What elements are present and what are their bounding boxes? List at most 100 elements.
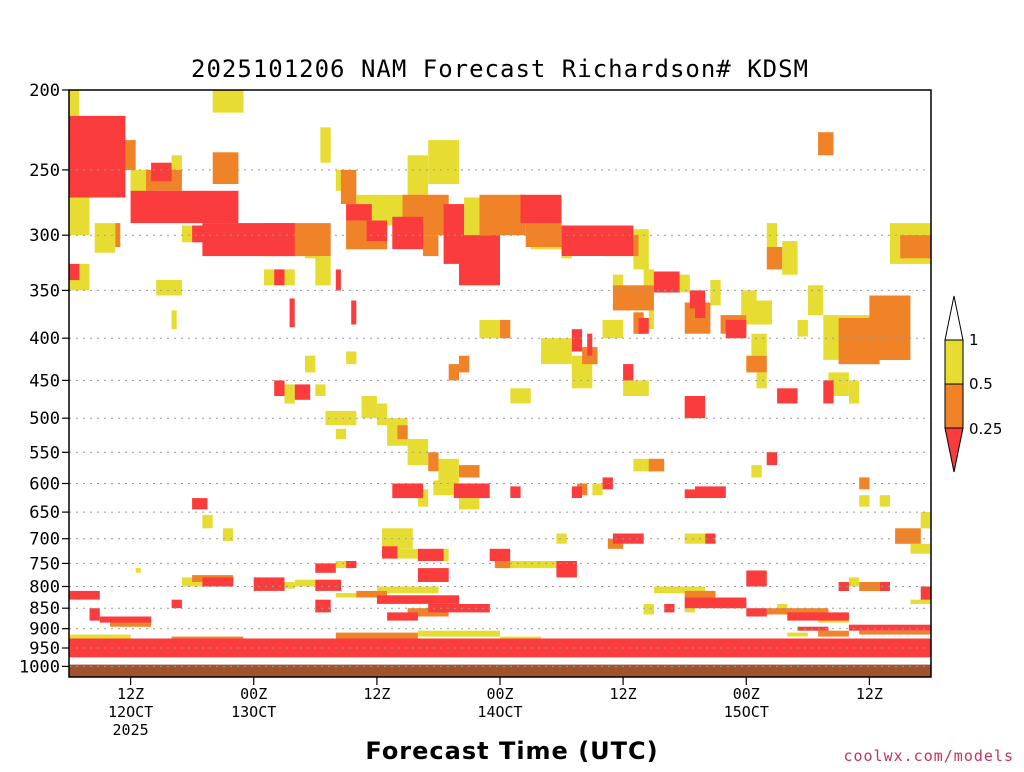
x-tick-label: 12Z <box>610 685 637 703</box>
x-tick-label: 00Z <box>733 685 760 703</box>
ri-region-mid <box>340 169 357 204</box>
ri-region-high <box>438 458 459 484</box>
ri-region-high <box>382 528 413 549</box>
ri-region-high <box>294 579 316 587</box>
ri-region-low <box>612 533 644 544</box>
ri-region-high <box>797 319 808 337</box>
ri-region-low <box>274 380 285 396</box>
credit-text: coolwx.com/models <box>843 747 1014 765</box>
x-tick-label: 12Z <box>363 685 390 703</box>
ri-region-low <box>725 319 747 339</box>
ri-region-mid <box>212 152 239 184</box>
x-tick-label: 00Z <box>240 685 267 703</box>
y-tick-label-650: 650 <box>29 503 60 523</box>
ri-region-mid <box>407 608 449 617</box>
y-tick-label-750: 750 <box>29 554 60 574</box>
y-tick-label-800: 800 <box>29 578 60 598</box>
ri-region-mid <box>648 458 665 472</box>
x-axis-title: Forecast Time (UTC) <box>365 737 658 765</box>
x-tick-label: 00Z <box>486 685 513 703</box>
ri-region-high <box>171 310 177 330</box>
ri-region-mid <box>335 632 418 639</box>
ri-region-high <box>879 495 890 507</box>
ri-region-high <box>135 568 141 573</box>
ri-region-mid <box>459 465 480 478</box>
ri-region-low <box>520 194 562 224</box>
ri-region-low <box>489 548 511 561</box>
ri-region-mid <box>423 235 439 257</box>
ri-region-low <box>392 483 424 499</box>
y-tick-label-350: 350 <box>29 281 60 301</box>
chart-title: 2025101206 NAM Forecast Richardson# KDSM <box>191 55 809 83</box>
ri-region-low <box>417 548 444 561</box>
ri-region-mid <box>818 630 849 637</box>
ri-region-mid <box>900 235 931 259</box>
ri-region-mid <box>110 620 151 627</box>
ri-region-low <box>253 577 285 591</box>
ri-region-low <box>489 235 500 257</box>
ri-region-low <box>777 388 798 404</box>
ri-region-high <box>910 599 931 604</box>
legend-label-0.25: 0.25 <box>969 420 1002 438</box>
ri-region-low <box>443 204 465 264</box>
ri-region-high <box>756 372 767 389</box>
ri-region-high <box>315 384 326 396</box>
x-tick-label: 15OCT <box>724 703 769 721</box>
ri-region-low <box>69 638 931 644</box>
ri-region-low <box>428 604 490 613</box>
ri-region-mid <box>448 364 459 381</box>
ri-region-high <box>643 604 654 615</box>
ri-region-mid <box>459 355 470 373</box>
x-tick-label: 13OCT <box>231 703 276 721</box>
ri-region-high <box>643 269 654 291</box>
ri-region-low <box>787 612 849 621</box>
ri-region-high <box>602 319 624 339</box>
ri-region-low <box>920 586 931 600</box>
legend-bin-low <box>944 427 964 473</box>
ri-region-low <box>571 486 583 498</box>
ri-region-low <box>879 582 890 591</box>
ri-region-mid <box>356 590 388 598</box>
ri-region-low <box>705 533 716 544</box>
y-tick-label-1000: 1000 <box>19 657 60 677</box>
ri-region-high <box>212 90 244 113</box>
ri-region-high <box>920 512 931 529</box>
ri-region-high <box>612 274 624 293</box>
ri-region-high <box>335 428 347 440</box>
ri-region-mid <box>612 285 654 311</box>
ri-region-low <box>695 302 706 318</box>
ri-region-mid <box>869 295 911 360</box>
ri-region-mid <box>859 477 870 490</box>
ri-region-high <box>848 380 860 404</box>
ri-region-high <box>859 495 870 507</box>
y-axis: 200 250 300 350 400 450 500 550 600 650 700 750 8008… <box>19 81 69 677</box>
ri-region-low <box>315 563 336 573</box>
ri-region-low <box>838 582 849 591</box>
ri-region-mid <box>500 319 511 339</box>
ri-region-low <box>848 624 931 631</box>
ri-region-low <box>289 298 295 328</box>
y-tick-label-950: 950 <box>29 639 60 659</box>
ri-region-high <box>181 225 193 243</box>
ri-region-high <box>335 561 352 569</box>
y-tick-label-500: 500 <box>29 409 60 429</box>
ri-region-low <box>351 300 357 325</box>
ri-region-high <box>787 632 808 637</box>
y-tick-label-600: 600 <box>29 475 60 495</box>
y-tick-label-400: 400 <box>29 329 60 349</box>
ri-region-low <box>417 568 449 582</box>
ri-region-high <box>315 256 331 286</box>
ground-below-surface <box>69 664 931 677</box>
ri-region-low <box>587 333 593 356</box>
ri-region-high <box>320 127 331 163</box>
ri-region-high <box>541 338 572 365</box>
legend-top-arrow <box>944 295 964 341</box>
ri-region-low <box>638 318 649 334</box>
ri-region-high <box>633 458 644 472</box>
ri-region-high <box>510 388 531 404</box>
ri-region-low <box>69 263 80 281</box>
ri-region-high <box>910 543 931 554</box>
y-tick-label-250: 250 <box>29 161 60 181</box>
